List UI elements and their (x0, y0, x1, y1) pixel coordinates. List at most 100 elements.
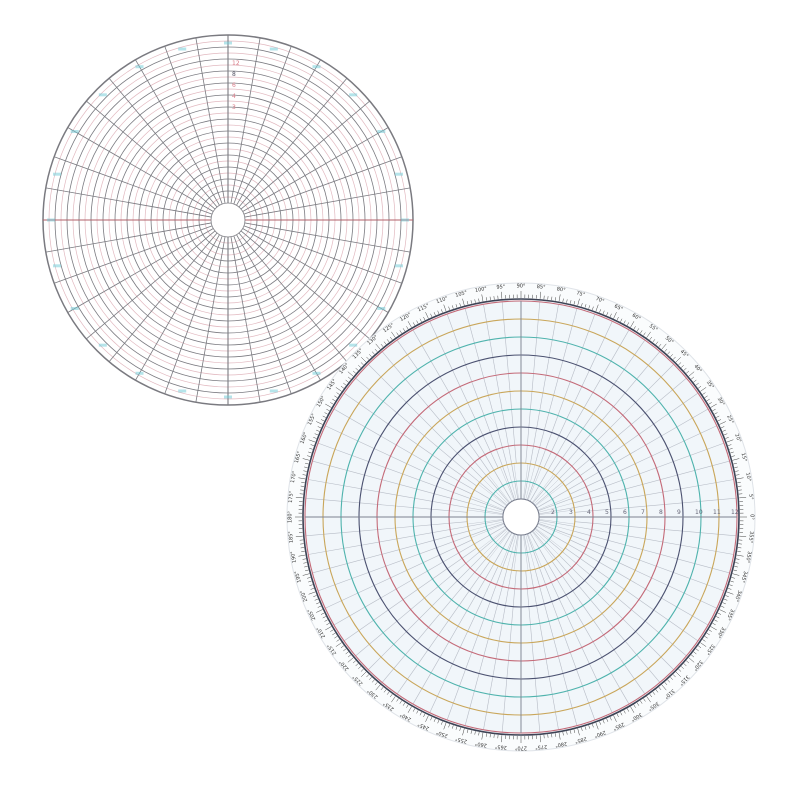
degree-tick (727, 588, 732, 590)
right-spoke (464, 569, 508, 726)
right-spoke (305, 521, 468, 537)
left-scale-mark (178, 47, 187, 51)
degree-tick (355, 663, 359, 667)
right-spoke (343, 392, 477, 487)
left-ring-label: 6 (232, 82, 236, 89)
left-ring-label: 12 (232, 60, 240, 67)
degree-tick (720, 426, 725, 429)
degree-tick (308, 439, 316, 443)
degree-tick (474, 299, 476, 303)
degree-label: 205° (307, 607, 318, 621)
degree-tick (347, 371, 354, 377)
right-spoke (538, 479, 734, 515)
degree-tick (708, 402, 712, 405)
right-spoke (569, 539, 717, 609)
degree-tick (324, 619, 328, 622)
left-scale-mark (224, 41, 232, 45)
degree-tick (501, 735, 503, 743)
right-ring-label: 4 (587, 509, 591, 516)
degree-tick (599, 721, 601, 725)
degree-tick (573, 301, 576, 305)
degree-tick (636, 328, 640, 332)
degree-label: 70° (595, 296, 606, 305)
degree-tick (722, 429, 726, 432)
left-scale-mark (394, 264, 403, 268)
degree-tick (302, 573, 310, 576)
left-scale-mark (70, 307, 79, 310)
degree-tick (683, 663, 687, 667)
degree-tick (609, 716, 612, 721)
degree-tick (330, 402, 334, 405)
left-spoke (54, 156, 213, 215)
degree-tick (322, 415, 326, 418)
left-scale-mark (269, 389, 278, 393)
degree-tick (573, 729, 576, 733)
degree-tick (588, 305, 590, 309)
degree-tick (425, 715, 429, 722)
degree-tick (343, 382, 347, 386)
degree-tick (474, 731, 476, 735)
degree-tick (386, 339, 390, 343)
degree-label: 25° (725, 414, 734, 425)
degree-tick (371, 351, 375, 355)
left-scale-mark (224, 395, 232, 399)
right-spoke (312, 460, 469, 504)
degree-tick (423, 713, 426, 718)
degree-tick (616, 316, 619, 321)
degree-tick (623, 710, 626, 714)
right-ring-label: 10 (695, 509, 703, 516)
degree-label: 55° (648, 323, 659, 333)
degree-tick (683, 367, 687, 371)
degree-tick (316, 429, 320, 432)
degree-tick (448, 723, 450, 728)
degree-tick (380, 343, 384, 347)
degree-tick (347, 654, 351, 658)
left-scale-mark (377, 130, 386, 133)
right-spoke (501, 301, 517, 464)
degree-tick (698, 386, 702, 389)
right-spoke (543, 321, 613, 469)
degree-tick (731, 455, 735, 457)
degree-tick (670, 354, 673, 358)
degree-label: 255° (454, 735, 468, 744)
right-spoke (526, 313, 596, 501)
degree-tick (386, 691, 390, 695)
degree-tick (581, 303, 583, 307)
degree-label: 20° (733, 433, 742, 444)
right-spoke (317, 522, 505, 592)
left-scale-mark (312, 65, 321, 69)
degree-tick (325, 626, 332, 631)
degree-tick (361, 671, 367, 677)
degree-tick (369, 354, 372, 358)
degree-tick (391, 696, 396, 703)
left-spoke (230, 236, 261, 403)
degree-tick (316, 602, 320, 605)
right-spoke (317, 442, 505, 512)
degree-tick (652, 691, 656, 695)
degree-tick (695, 648, 699, 652)
degree-tick (732, 573, 740, 576)
degree-tick (295, 535, 303, 537)
degree-label: 350° (744, 551, 752, 564)
degree-label: 120° (399, 312, 413, 323)
degree-tick (716, 415, 720, 418)
degree-tick (626, 708, 630, 712)
degree-tick (481, 732, 484, 740)
right-spoke (381, 530, 510, 683)
degree-tick (691, 654, 695, 658)
left-spoke (240, 100, 370, 210)
degree-tick (361, 357, 367, 363)
degree-tick (399, 700, 402, 704)
degree-tick (539, 735, 541, 743)
degree-tick (658, 343, 662, 347)
degree-tick (466, 729, 469, 733)
right-spoke (534, 528, 687, 657)
degree-tick (335, 387, 342, 392)
left-scale-mark (98, 343, 107, 347)
degree-tick (566, 299, 568, 303)
degree-tick (485, 733, 487, 737)
degree-tick (303, 470, 307, 472)
degree-tick (633, 704, 636, 708)
left-scale-mark (98, 93, 107, 97)
degree-tick (655, 341, 659, 345)
